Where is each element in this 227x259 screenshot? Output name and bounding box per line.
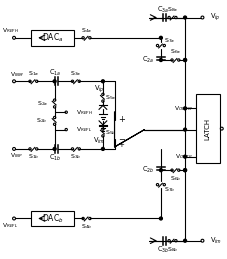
Text: V$_{im}$: V$_{im}$ [93, 136, 105, 146]
Text: V$_{REFH}$: V$_{REFH}$ [76, 108, 93, 117]
Circle shape [183, 128, 186, 131]
Circle shape [183, 107, 186, 110]
Bar [31, 211, 74, 226]
Text: V$_{OUTM}$: V$_{OUTM}$ [173, 104, 192, 113]
Text: S$_{2b}$: S$_{2b}$ [36, 117, 48, 125]
Circle shape [183, 59, 186, 61]
Circle shape [159, 36, 162, 39]
Text: S$_{7b}$: S$_{7b}$ [163, 185, 175, 194]
Circle shape [101, 80, 104, 83]
Text: S$_{6b}$: S$_{6b}$ [169, 174, 180, 183]
Circle shape [53, 147, 56, 150]
Text: DAC$_a$: DAC$_a$ [42, 32, 63, 44]
Text: S$_{1b}$: S$_{1b}$ [27, 152, 39, 161]
Text: C$_{3a}$: C$_{3a}$ [157, 5, 169, 15]
Circle shape [101, 147, 104, 150]
Text: V$_{INP}$: V$_{INP}$ [10, 151, 23, 160]
Circle shape [183, 59, 186, 61]
Text: +: + [118, 142, 124, 148]
Circle shape [183, 155, 186, 158]
Text: V$_{im}$: V$_{im}$ [209, 236, 221, 246]
Circle shape [159, 59, 162, 61]
Text: S$_{2a}$: S$_{2a}$ [37, 99, 48, 108]
Text: S$_{3a}$: S$_{3a}$ [70, 69, 81, 78]
Text: C$_{2a}$: C$_{2a}$ [142, 55, 154, 65]
Circle shape [159, 217, 162, 220]
Text: −: − [117, 135, 124, 144]
Circle shape [183, 169, 186, 172]
Bar [31, 30, 74, 46]
Text: DAC$_b$: DAC$_b$ [42, 212, 63, 225]
Text: S$_{4a}$: S$_{4a}$ [81, 26, 92, 34]
Text: V$_{REFH}$: V$_{REFH}$ [2, 27, 19, 35]
Text: LATCH: LATCH [204, 118, 210, 140]
Text: S$_{7a}$: S$_{7a}$ [163, 36, 174, 45]
Text: V$_{INM}$: V$_{INM}$ [10, 70, 24, 79]
Text: V$_{ip}$: V$_{ip}$ [93, 83, 104, 95]
Text: S$_{3b}$: S$_{3b}$ [70, 152, 81, 161]
Circle shape [183, 239, 186, 242]
Circle shape [183, 169, 186, 172]
Circle shape [53, 80, 56, 83]
Text: V$_{REFL}$: V$_{REFL}$ [2, 221, 18, 230]
Text: S$_{5b}$: S$_{5b}$ [104, 128, 116, 137]
Text: S$_{6a}$: S$_{6a}$ [169, 47, 180, 56]
Text: V$_{ip}$: V$_{ip}$ [209, 12, 220, 23]
Text: C$_{1b}$: C$_{1b}$ [49, 153, 61, 163]
Text: C$_{1a}$: C$_{1a}$ [49, 68, 61, 78]
Circle shape [183, 16, 186, 19]
Text: S$_{4b}$: S$_{4b}$ [80, 222, 92, 231]
Text: V$_{REFL}$: V$_{REFL}$ [76, 125, 92, 134]
Circle shape [159, 169, 162, 172]
Text: S$_{8a}$: S$_{8a}$ [166, 5, 177, 14]
Text: S$_{5a}$: S$_{5a}$ [105, 93, 116, 102]
Text: S$_{8b}$: S$_{8b}$ [166, 245, 178, 254]
Text: S$_{1a}$: S$_{1a}$ [28, 69, 39, 78]
Text: V$_{OUTP}$: V$_{OUTP}$ [174, 152, 192, 161]
Text: C$_{3b}$: C$_{3b}$ [156, 244, 169, 255]
Text: C$_{2b}$: C$_{2b}$ [142, 165, 154, 175]
Text: +: + [117, 116, 124, 124]
Bar [195, 94, 219, 163]
